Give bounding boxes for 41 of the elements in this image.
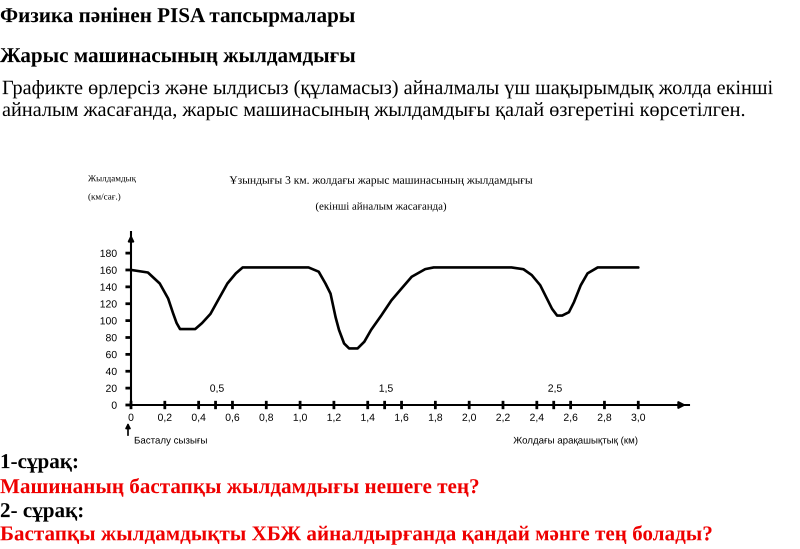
y-tick-label: 180	[100, 250, 117, 257]
y-tick-label: 20	[106, 384, 117, 392]
x-axis-title: Жолдағы арақашықтық (км)	[513, 436, 638, 446]
text: Бастапқы жылдамдықты ХБЖ айналдырғанда қандай мәнге тең болады?	[0, 525, 712, 545]
text: Жарыс машинасының жылдамдығы	[0, 48, 356, 67]
chart-subtitle: (екінші айналым жасағанда)	[316, 202, 446, 212]
annotation: 0,5	[210, 384, 224, 394]
text: 1-сұрақ:	[2, 454, 78, 473]
x-tick-label: 2,6	[564, 414, 578, 422]
x-tick-label: 1,6	[395, 414, 408, 422]
y-tick-label: 160	[100, 266, 117, 274]
x-tick-label: 0,8	[259, 414, 274, 422]
annotation: 2,5	[548, 384, 562, 394]
y-axis-title: Жылдамдық (км/сағ.)	[88, 175, 136, 202]
x-tick-label: 1,0	[294, 414, 307, 422]
y-tick-label: 100	[100, 317, 117, 324]
x-tick-label: 1,2	[327, 414, 341, 422]
x-tick-label: 1,4	[361, 414, 375, 422]
y-tick-label: 0	[112, 402, 117, 409]
text: Басталу сызығы	[134, 436, 207, 446]
x-tick-label: 3,0	[631, 414, 646, 422]
text: Физика пәнінен PISA тапсырмалары	[0, 7, 355, 27]
y-tick-label: 80	[106, 334, 117, 342]
text: Машинаның бастапқы жылдамдығы нешеге тең?	[0, 478, 478, 497]
y-tick-label: 40	[106, 368, 117, 376]
x-tick-label: 2,4	[530, 414, 544, 422]
y-tick-label: 60	[106, 350, 117, 358]
text: Графикте өрлерсіз және ылдисыз (құламасыз) айналмалы үш шақырымдық жолда екінші айналым жасағанда, жарыс машинасының жылдамдығы қалай өзгеретіні көрсетілген.	[2, 80, 773, 120]
chart-title: Ұзындығы 3 км. жолдағы жарыс машинасының жылдамдығы	[229, 176, 532, 186]
annotation: 1,5	[380, 384, 393, 394]
y-tick-label: 140	[100, 283, 117, 291]
y-tick-label: 120	[100, 300, 117, 308]
x-tick-label: 2,0	[462, 414, 476, 422]
x-tick-label: 0	[128, 414, 134, 421]
x-tick-label: 0,2	[158, 414, 172, 422]
x-tick-label: 2,2	[496, 414, 510, 422]
x-tick-label: 0,4	[192, 414, 206, 422]
x-tick-label: 2,8	[598, 414, 612, 422]
x-tick-label: 1,8	[428, 414, 442, 422]
text: 2- сұрақ:	[0, 503, 82, 522]
x-tick-label: 0,6	[226, 414, 240, 422]
